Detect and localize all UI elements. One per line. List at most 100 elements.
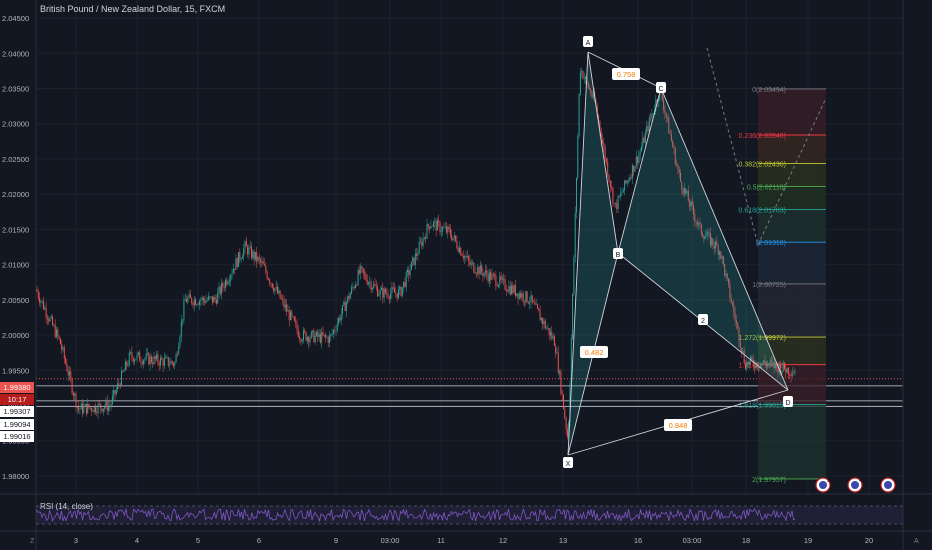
- candle: [508, 286, 510, 292]
- candle: [421, 241, 423, 247]
- candle: [621, 192, 623, 194]
- candle: [254, 252, 256, 260]
- candle: [722, 256, 724, 264]
- candle: [252, 251, 254, 258]
- candle: [436, 220, 438, 231]
- candle: [631, 165, 633, 179]
- fib-zone: [758, 209, 826, 243]
- candle: [102, 408, 104, 412]
- candle: [247, 246, 249, 255]
- candle: [694, 213, 696, 222]
- candle: [683, 188, 685, 194]
- candle: [630, 177, 632, 179]
- countdown-tag: 10:17: [0, 394, 34, 405]
- candle: [205, 300, 207, 303]
- event-badge-1-flag: [819, 481, 827, 489]
- rsi-label[interactable]: RSI (14, close): [40, 502, 93, 511]
- time-tick-label: 03:00: [381, 536, 400, 545]
- candle: [313, 330, 315, 343]
- candle: [306, 337, 308, 341]
- candle: [646, 125, 648, 133]
- candle: [214, 296, 216, 300]
- candle: [392, 287, 394, 289]
- candle: [327, 337, 329, 343]
- candle: [204, 300, 206, 303]
- candle: [638, 154, 640, 164]
- candle: [41, 300, 43, 302]
- candle: [604, 146, 606, 159]
- candle: [776, 362, 778, 367]
- candle: [301, 340, 303, 342]
- candle: [108, 405, 109, 411]
- price-tick-label: 1.99000: [2, 401, 29, 410]
- pattern-line: [617, 87, 662, 254]
- candle: [152, 362, 154, 365]
- candle: [119, 384, 121, 387]
- candle: [422, 237, 424, 247]
- candle: [695, 221, 697, 223]
- candle: [433, 221, 434, 227]
- candle: [564, 408, 566, 419]
- candle: [342, 305, 343, 314]
- corner-right[interactable]: A: [914, 538, 919, 545]
- candle: [494, 274, 496, 276]
- candle: [97, 403, 99, 414]
- candle: [166, 357, 168, 358]
- candle: [334, 330, 336, 331]
- candle: [700, 223, 702, 234]
- candle: [154, 356, 156, 360]
- candle: [82, 403, 83, 413]
- candle: [761, 363, 763, 364]
- candle: [188, 294, 190, 299]
- candle: [674, 148, 676, 165]
- candle: [404, 281, 406, 288]
- candle: [249, 246, 251, 248]
- fib-level-label: 0.618(2.01783): [739, 207, 786, 214]
- candle: [290, 311, 291, 321]
- candle: [300, 338, 302, 342]
- candle: [746, 361, 748, 370]
- candle: [227, 281, 229, 285]
- candle: [730, 297, 732, 303]
- candle: [570, 337, 572, 384]
- candle: [470, 262, 472, 265]
- candle: [720, 251, 722, 259]
- candle: [639, 151, 641, 155]
- candle: [118, 383, 120, 385]
- candle: [378, 294, 380, 297]
- candle: [387, 293, 389, 298]
- candle: [521, 293, 523, 298]
- candle: [364, 272, 366, 275]
- candle: [157, 354, 159, 363]
- candle: [742, 351, 744, 353]
- candle: [475, 273, 477, 274]
- candle: [321, 332, 323, 343]
- corner-left[interactable]: Z: [30, 538, 35, 545]
- candle: [279, 290, 281, 299]
- candle: [681, 181, 683, 190]
- candle: [136, 354, 138, 360]
- candle: [191, 297, 193, 304]
- candle: [664, 109, 666, 113]
- candle: [673, 147, 675, 149]
- candle: [769, 360, 771, 364]
- candle: [712, 238, 714, 246]
- candle: [582, 71, 584, 80]
- candle: [248, 247, 250, 255]
- candle: [98, 403, 100, 405]
- candle: [74, 393, 76, 396]
- candle: [61, 344, 63, 350]
- candle: [370, 281, 372, 290]
- candle: [767, 363, 769, 367]
- candle: [598, 115, 600, 122]
- event-badge-3-flag: [884, 481, 892, 489]
- candle: [781, 370, 783, 374]
- candle: [420, 241, 421, 243]
- candle: [460, 247, 462, 256]
- candle: [703, 236, 705, 239]
- candle: [585, 76, 587, 79]
- fib-level-label: 0.382(2.02436): [739, 161, 786, 168]
- candle: [317, 331, 319, 338]
- candle: [208, 296, 210, 300]
